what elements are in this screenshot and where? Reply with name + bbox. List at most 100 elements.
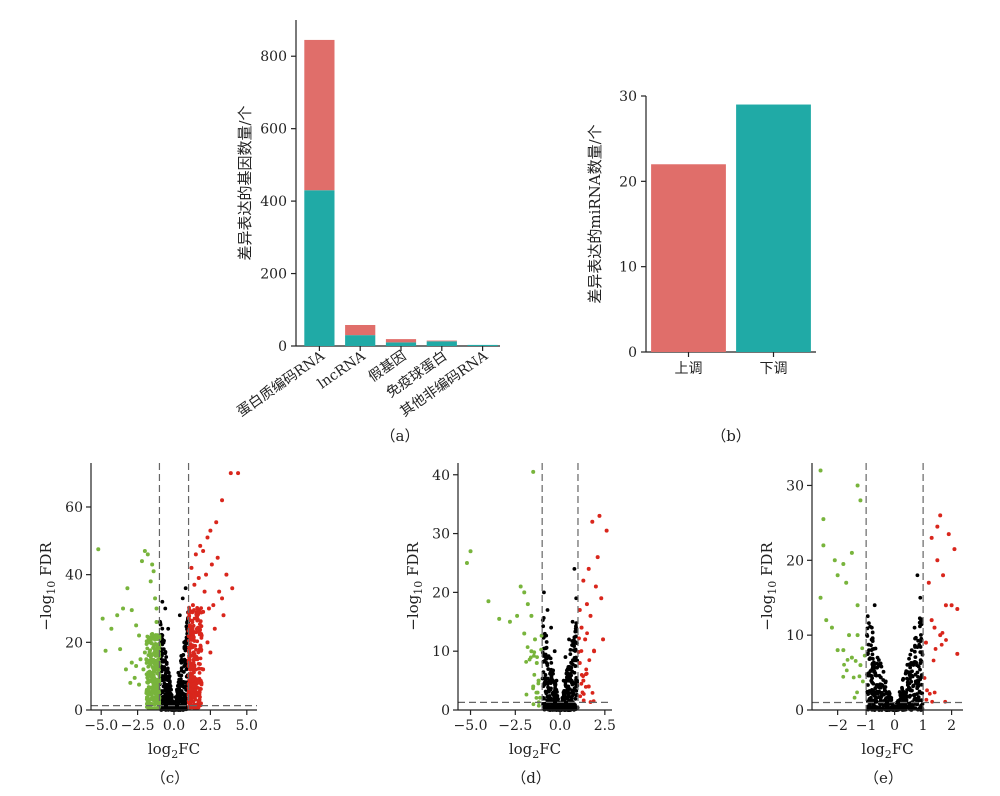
- up-point: [189, 643, 194, 648]
- ns-point: [907, 673, 912, 678]
- up-point: [578, 694, 583, 699]
- down-point: [146, 670, 151, 675]
- bar-segment: [345, 335, 376, 346]
- ns-point: [162, 674, 167, 679]
- ns-point: [878, 661, 883, 666]
- up-point: [199, 624, 204, 629]
- y-tick-label: 200: [260, 267, 287, 283]
- ns-point: [916, 674, 920, 679]
- ns-point: [914, 702, 919, 707]
- down-point: [841, 674, 846, 679]
- y-axis-label-part: FDR: [404, 542, 422, 581]
- up-point: [189, 638, 194, 642]
- down-point: [129, 660, 134, 665]
- ns-point: [912, 692, 917, 697]
- ns-point: [866, 683, 870, 687]
- ns-point: [574, 621, 579, 626]
- ns-point: [549, 660, 554, 665]
- ns-point: [545, 608, 550, 612]
- ns-point: [542, 676, 547, 681]
- ns-point: [566, 691, 571, 696]
- ns-point: [160, 637, 165, 641]
- down-point: [531, 469, 536, 474]
- ns-point: [549, 675, 554, 680]
- down-point: [858, 663, 863, 668]
- ns-point: [877, 689, 882, 694]
- ns-point: [164, 655, 169, 659]
- up-point: [195, 613, 200, 618]
- y-axis-label-part: −log: [404, 594, 422, 630]
- bar-segment: [304, 39, 335, 191]
- ns-point: [907, 681, 912, 686]
- ns-point: [543, 672, 548, 677]
- x-tick-label: lncRNA: [315, 348, 369, 393]
- down-point: [821, 517, 826, 522]
- up-point: [587, 658, 592, 663]
- ns-point: [544, 660, 549, 665]
- up-point: [935, 558, 940, 563]
- ns-point: [881, 669, 886, 674]
- ns-point: [554, 678, 559, 683]
- x-tick-label: −2: [827, 718, 848, 734]
- ns-point: [568, 647, 573, 652]
- up-point: [189, 565, 194, 570]
- ns-point-cloud: [157, 610, 191, 712]
- x-tick-label: −2.5: [498, 718, 532, 734]
- ns-point: [165, 682, 169, 687]
- bar-segment: [385, 339, 417, 343]
- up-point: [195, 657, 200, 662]
- ns-point: [914, 680, 918, 685]
- bar: [736, 104, 811, 353]
- down-point-cloud: [841, 646, 867, 700]
- up-point: [197, 670, 202, 675]
- ns-point: [915, 573, 920, 578]
- down-point: [853, 659, 858, 663]
- down-point: [109, 626, 114, 631]
- up-point: [933, 647, 938, 651]
- ns-point: [879, 692, 884, 697]
- down-point: [154, 606, 159, 611]
- bar-chart-mirna: 0 10 20 30 上调 下调 差异表达的miRNA数量/个 （b）: [586, 89, 816, 445]
- y-axis-label-part: FDR: [758, 542, 776, 581]
- down-point: [858, 498, 863, 503]
- down-point: [464, 560, 469, 565]
- down-point: [144, 657, 149, 662]
- down-point: [125, 586, 130, 591]
- down-point: [103, 648, 108, 653]
- up-point: [220, 498, 225, 503]
- down-point: [486, 599, 491, 604]
- down-point: [524, 659, 529, 664]
- ns-point: [900, 685, 904, 690]
- up-point-cloud: [186, 605, 204, 710]
- ns-point: [917, 616, 922, 621]
- up-point: [191, 623, 196, 628]
- ns-point: [549, 625, 554, 630]
- up-point: [579, 649, 584, 653]
- up-point: [201, 548, 206, 553]
- y-tick-label: 20: [432, 585, 450, 601]
- ns-point: [918, 624, 922, 629]
- ns-point: [905, 694, 910, 699]
- y-tick-label: 0: [278, 339, 287, 355]
- ns-point: [919, 633, 923, 637]
- ns-point: [545, 694, 550, 699]
- down-point: [156, 690, 161, 695]
- ns-point: [572, 686, 577, 691]
- ns-point: [564, 701, 569, 706]
- down-point: [141, 667, 146, 672]
- up-point: [215, 555, 220, 560]
- up-point: [220, 596, 225, 601]
- ns-point: [163, 686, 168, 690]
- up-point: [584, 602, 589, 607]
- up-point: [198, 680, 203, 685]
- down-point: [525, 602, 530, 607]
- ns-point: [178, 680, 183, 685]
- ns-point: [177, 697, 182, 701]
- y-tick-label: 20: [619, 174, 637, 190]
- ns-point: [916, 698, 921, 703]
- ns-point-cloud: [540, 616, 580, 712]
- ns-point: [160, 626, 165, 631]
- ns-point: [175, 687, 179, 692]
- y-axis-label: 差异表达的基因数量/个: [236, 105, 254, 260]
- ns-point: [867, 696, 872, 701]
